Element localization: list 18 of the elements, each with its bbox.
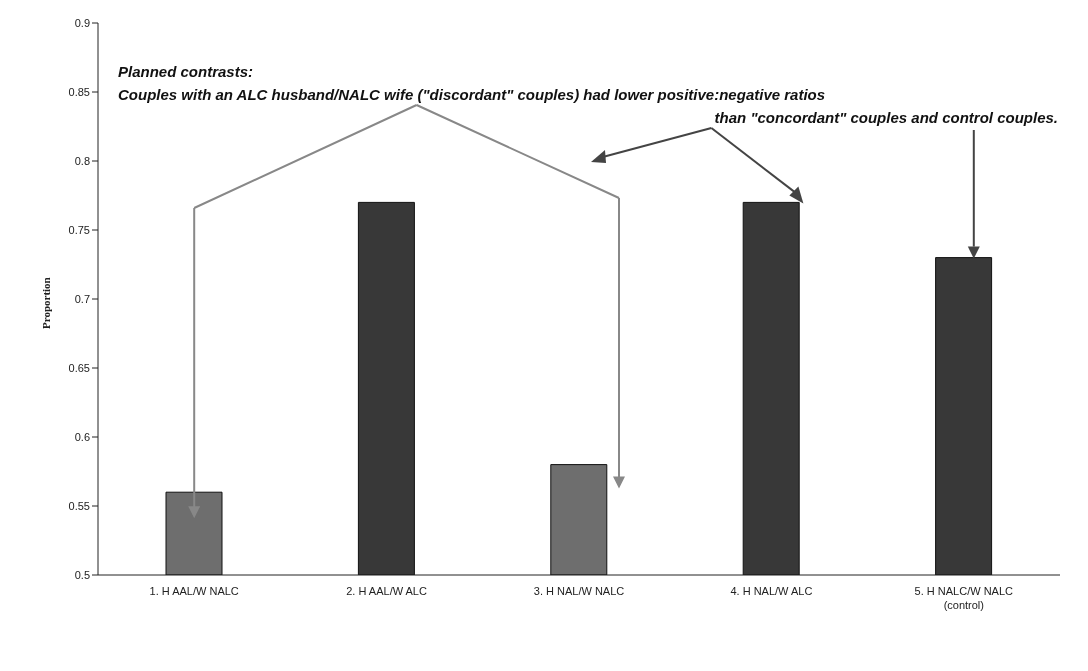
y-tick-label: 0.85 [68,85,90,98]
y-axis-title: Proportion [39,277,52,329]
y-tick-label: 0.8 [74,154,90,167]
y-tick-label: 0.6 [74,430,90,443]
x-tick-label: 4. H NAL/W ALC [730,585,813,597]
y-tick-label: 0.7 [74,292,90,305]
x-tick-label: 1. H AAL/W NALC [149,585,239,597]
annotation: Planned contrasts: [118,63,254,80]
y-tick-label: 0.65 [68,361,90,374]
x-tick-label: 2. H AAL/W ALC [346,585,428,597]
x-tick-label: 5. H NALC/W NALC (control) [914,585,1014,611]
x-tick-label: 3. H NAL/W NALC [533,585,625,597]
annotation: than "concordant" couples and control couples. [714,109,1058,126]
annotation: Couples with an ALC husband/NALC wife ("discordant" couples) had lower positive:negative ratios [118,86,826,103]
y-tick-label: 0.5 [74,568,90,581]
y-tick-label: 0.75 [68,223,90,236]
y-tick-label: 0.9 [74,16,90,29]
y-tick-label: 0.55 [68,499,90,512]
